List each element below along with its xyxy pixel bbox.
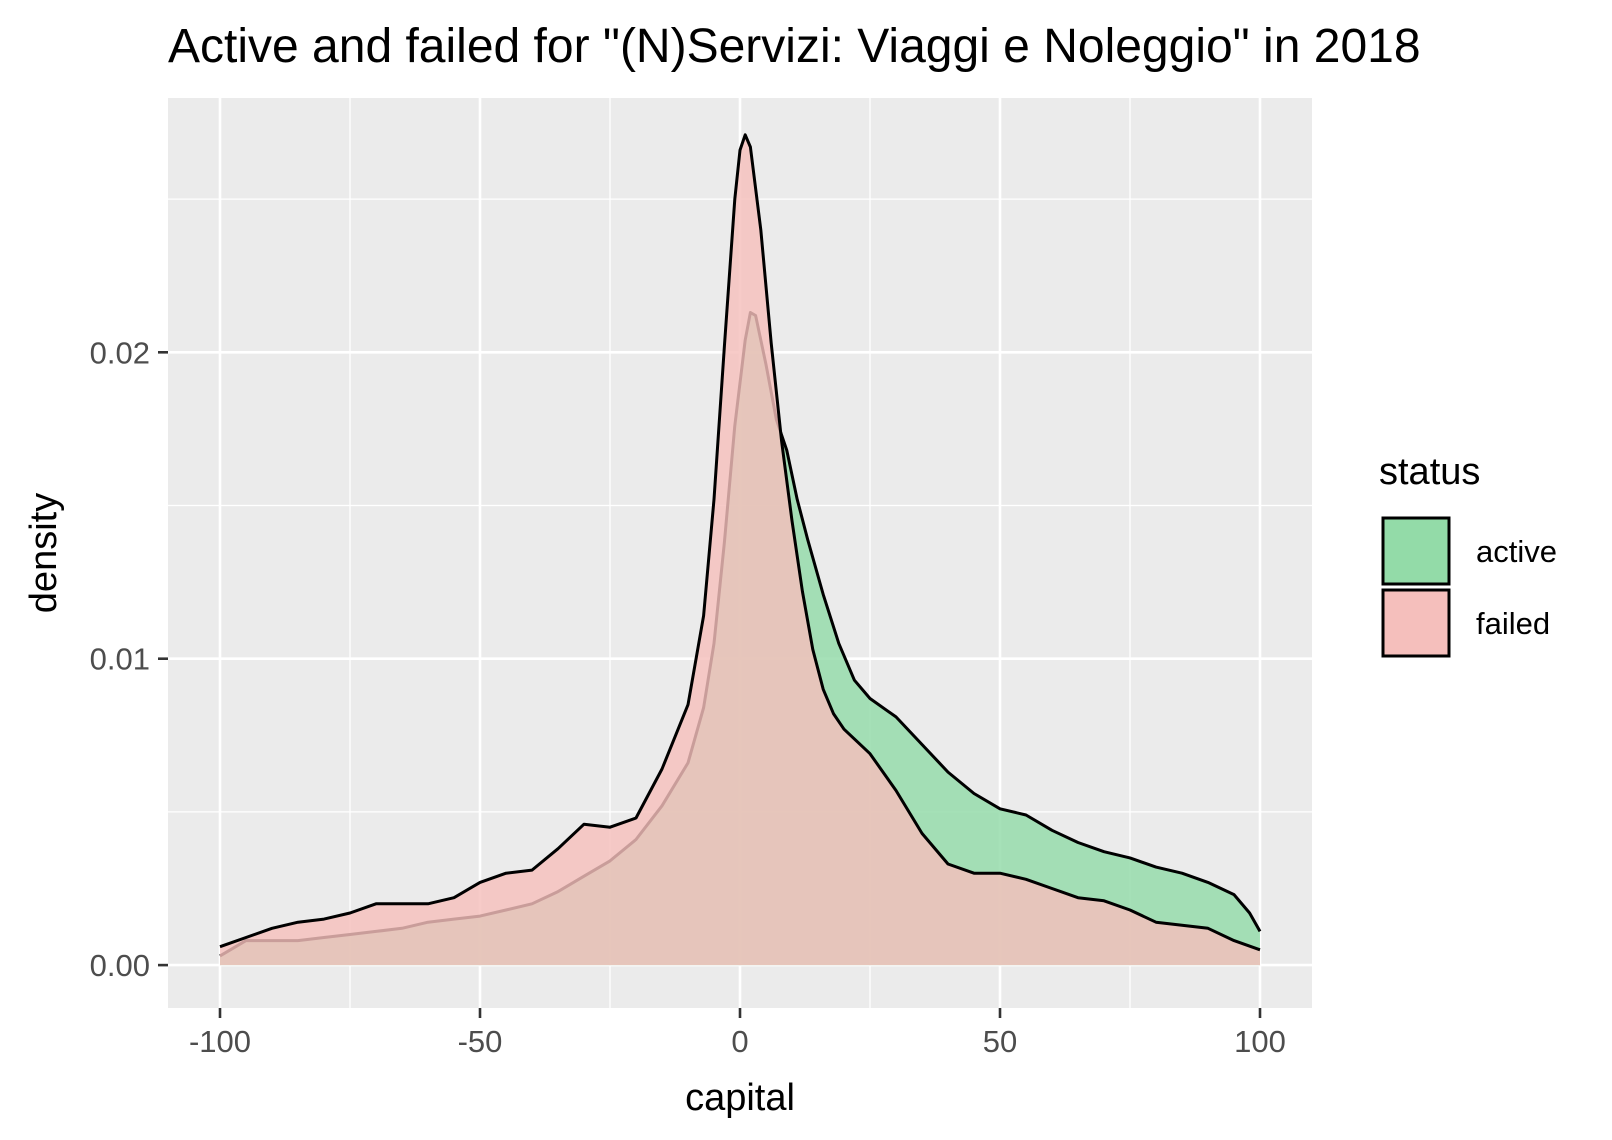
chart-title: Active and failed for "(N)Servizi: Viagg… <box>168 20 1421 73</box>
y-tick-label: 0.00 <box>90 948 150 983</box>
area-failed <box>220 134 1260 966</box>
legend-title: status <box>1379 451 1480 493</box>
legend-label-active: active <box>1476 534 1557 569</box>
legend-swatch-active <box>1381 516 1451 586</box>
x-tick-label: 0 <box>731 1024 748 1059</box>
x-tick-label: -100 <box>189 1024 251 1059</box>
x-axis-title: capital <box>685 1077 795 1119</box>
x-tick-label: 50 <box>983 1024 1017 1059</box>
legend-label-failed: failed <box>1476 606 1550 641</box>
y-axis-title: density <box>23 493 65 613</box>
x-tick-label: 100 <box>1234 1024 1286 1059</box>
legend: status active failed <box>1379 451 1557 658</box>
x-tick-label: -50 <box>458 1024 503 1059</box>
legend-swatch-failed <box>1381 588 1451 658</box>
line-failed <box>219 133 1261 952</box>
legend-items: active failed <box>1381 516 1557 658</box>
y-tick-label: 0.01 <box>90 642 150 677</box>
series-areas <box>219 133 1262 966</box>
axes: -100 -50 0 50 100 0.00 0.01 0.02 <box>90 335 1286 1059</box>
y-tick-label: 0.02 <box>90 335 150 370</box>
